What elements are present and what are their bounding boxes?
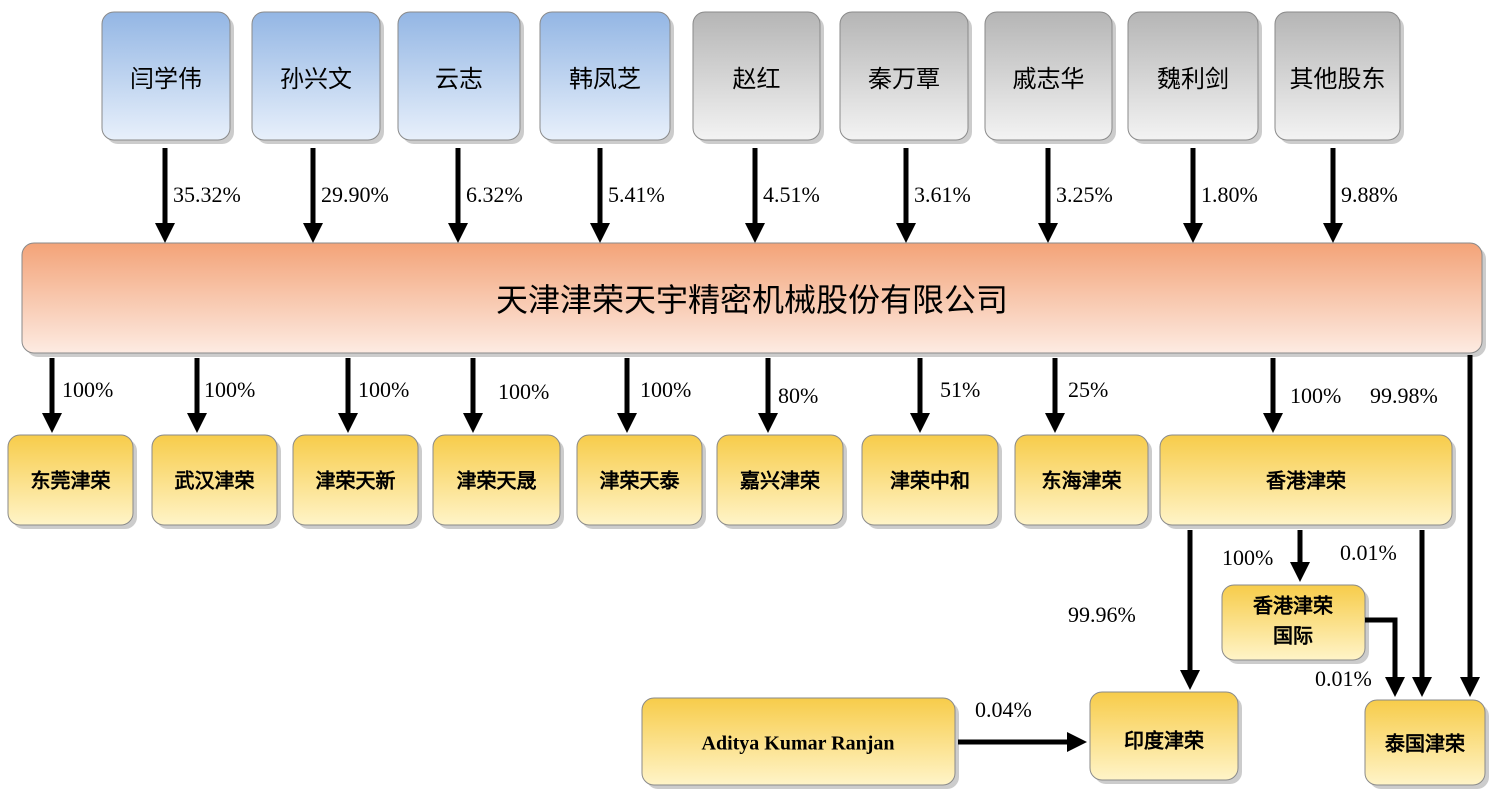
box [539, 11, 671, 141]
subsidiary-name: 香港津荣 [1253, 594, 1334, 618]
subsidiary-name: 国际 [1273, 624, 1313, 648]
percentage-label: 0.01% [1340, 540, 1397, 565]
box [1089, 691, 1239, 781]
shareholder-name: 秦万覃 [868, 65, 940, 93]
box [1274, 11, 1401, 141]
box [1127, 11, 1259, 141]
percentage-label: 80% [778, 383, 818, 408]
percentage-label: 100% [358, 377, 409, 402]
box [1159, 434, 1453, 526]
box [151, 434, 278, 526]
shareholder-name: 韩凤芝 [569, 65, 641, 93]
box [1014, 434, 1149, 526]
box [251, 11, 381, 141]
percentage-label: 3.25% [1056, 182, 1113, 207]
box [641, 697, 956, 786]
percentage-label: 5.41% [608, 182, 665, 207]
shareholder-name: 赵红 [733, 65, 781, 93]
box [716, 434, 844, 526]
partner-name: Aditya Kumar Ranjan [702, 733, 895, 755]
percentage-label: 51% [940, 377, 980, 402]
percentage-label: 9.88% [1341, 182, 1398, 207]
subsidiary-name: 泰国津荣 [1384, 732, 1466, 756]
percentage-label: 1.80% [1201, 182, 1258, 207]
percentage-label: 100% [62, 377, 113, 402]
box [432, 434, 561, 526]
box [839, 11, 969, 141]
box [861, 434, 999, 526]
percentage-label: 3.61% [914, 182, 971, 207]
shareholder-name: 孙兴文 [280, 65, 352, 93]
percentage-label: 4.51% [763, 182, 820, 207]
subsidiary-name: 津荣中和 [890, 469, 970, 493]
percentage-label: 99.98% [1370, 383, 1438, 408]
subsidiary-name: 嘉兴津荣 [739, 469, 821, 493]
subsidiary-name: 东海津荣 [1042, 469, 1123, 493]
percentage-label: 100% [640, 377, 691, 402]
percentage-label: 100% [498, 379, 549, 404]
percentage-label: 35.32% [173, 182, 241, 207]
shareholder-name: 闫学伟 [130, 65, 202, 93]
box [397, 11, 521, 141]
box [101, 11, 231, 141]
layer: 闫学伟 35.32% 孙兴文 29.90% 云志 6.32% 韩凤芝 5.41% 赵红 4.51%… [7, 11, 1489, 789]
shareholder-name: 魏利剑 [1157, 65, 1229, 93]
box [292, 434, 419, 526]
subsidiary-name: 津荣天新 [316, 469, 396, 493]
subsidiary-name: 印度津荣 [1124, 729, 1205, 753]
arrow [1365, 617, 1405, 697]
percentage-label: 100% [204, 377, 255, 402]
box [984, 11, 1113, 141]
box [7, 434, 134, 526]
box [692, 11, 821, 141]
shareholder-name: 云志 [435, 65, 483, 93]
percentage-label: 99.96% [1068, 602, 1136, 627]
percentage-label: 100% [1222, 545, 1273, 570]
percentage-label: 0.01% [1315, 666, 1372, 691]
percentage-label: 0.04% [975, 697, 1032, 722]
company-name: 天津津荣天宇精密机械股份有限公司 [496, 281, 1008, 319]
subsidiary-name: 香港津荣 [1266, 469, 1347, 493]
subsidiary-name: 津荣天泰 [600, 469, 681, 493]
box [21, 242, 1483, 354]
box [1364, 699, 1486, 786]
percentage-label: 100% [1290, 383, 1341, 408]
percentage-label: 25% [1068, 377, 1108, 402]
percentage-label: 6.32% [466, 182, 523, 207]
shareholder-name: 其他股东 [1290, 65, 1386, 93]
shareholder-name: 戚志华 [1013, 65, 1085, 93]
subsidiary-name: 东莞津荣 [31, 469, 112, 493]
subsidiary-name: 津荣天晟 [457, 469, 537, 493]
box [576, 434, 703, 526]
percentage-label: 29.90% [321, 182, 389, 207]
subsidiary-name: 武汉津荣 [175, 469, 256, 493]
